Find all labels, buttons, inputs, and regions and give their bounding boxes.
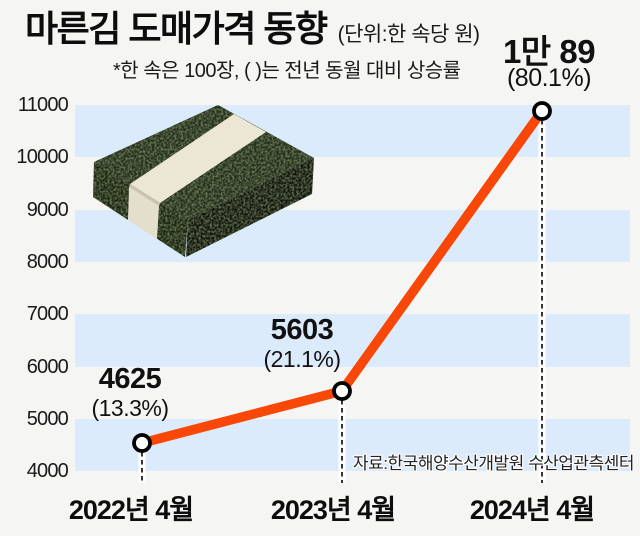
data-pct-2023: (21.1%) bbox=[263, 346, 341, 372]
laver-block bbox=[93, 105, 314, 257]
x-label-2024: 2024년 4월 bbox=[469, 495, 595, 525]
grid-band-6000 bbox=[75, 314, 630, 367]
y-tick-label-7000: 7000 bbox=[26, 303, 69, 326]
unit-note: (단위:한 속당 원) bbox=[337, 23, 480, 46]
y-tick-label-6000: 6000 bbox=[26, 355, 69, 378]
data-value-2022: 4625 bbox=[98, 363, 162, 395]
paper-band-top bbox=[130, 114, 266, 203]
data-label-2023: 5603 (21.1%) bbox=[263, 314, 341, 373]
data-pct-2024: (80.1%) bbox=[506, 64, 592, 92]
x-label-2022: 2022년 4월 bbox=[68, 495, 194, 525]
data-point-marker bbox=[332, 381, 352, 401]
y-tick-label-8000: 8000 bbox=[26, 250, 69, 273]
paper-band-front bbox=[128, 187, 159, 239]
paper-band-fold bbox=[129, 184, 160, 207]
y-tick-label-5000: 5000 bbox=[26, 407, 69, 430]
x-label-2023: 2023년 4월 bbox=[270, 495, 396, 525]
data-point-marker bbox=[532, 101, 552, 121]
y-tick-label-11000: 11000 bbox=[17, 94, 69, 116]
y-tick-label-9000: 9000 bbox=[26, 198, 69, 221]
data-point-marker bbox=[132, 433, 152, 453]
grid-band-4000 bbox=[75, 418, 630, 472]
y-tick-label-4000: 4000 bbox=[26, 460, 69, 483]
data-label-2022: 4625 (13.3%) bbox=[91, 363, 169, 422]
y-tick-label-10000: 10000 bbox=[16, 146, 68, 169]
dried-laver-image bbox=[93, 105, 314, 257]
data-value-2023: 5603 bbox=[270, 314, 334, 346]
page-title: 마른김 도매가격 동향 bbox=[25, 8, 328, 49]
data-value-2024: 1만 89 bbox=[502, 33, 596, 70]
data-pct-2022: (13.3%) bbox=[91, 395, 169, 421]
header: 마른김 도매가격 동향 (단위:한 속당 원) bbox=[25, 9, 480, 49]
source-credit: 자료:한국해양수산개발원 수산업관측센터 bbox=[353, 454, 634, 473]
footnote: *한 속은 100장, ( )는 전년 동월 대비 상승률 bbox=[113, 60, 461, 82]
